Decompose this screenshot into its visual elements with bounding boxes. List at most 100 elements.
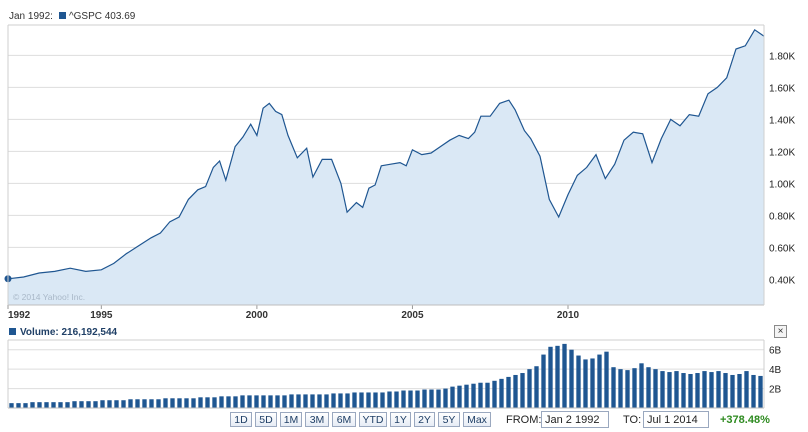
copyright-watermark: © 2014 Yahoo! Inc.: [13, 292, 85, 302]
range-button-5y[interactable]: 5Y: [438, 412, 460, 427]
x-tick-label: 1992: [8, 310, 31, 321]
range-button-3m[interactable]: 3M: [305, 412, 329, 427]
volume-bar: [611, 367, 616, 408]
volume-bar: [310, 394, 315, 408]
volume-bar: [709, 372, 714, 408]
volume-bar: [597, 354, 602, 408]
volume-bar: [660, 371, 665, 408]
volume-bar: [30, 402, 35, 408]
volume-bar: [744, 371, 749, 408]
price-y-tick-label: 1.20K: [769, 147, 795, 158]
range-button-1m[interactable]: 1M: [280, 412, 302, 427]
series-swatch-icon: [58, 12, 66, 19]
volume-bar: [163, 398, 168, 408]
volume-bar: [576, 355, 581, 408]
volume-bar: [618, 369, 623, 408]
volume-bar: [338, 393, 343, 408]
volume-bar: [730, 374, 735, 408]
volume-bar: [450, 386, 455, 408]
volume-bar: [170, 398, 175, 408]
volume-bar: [541, 354, 546, 408]
volume-bar: [695, 373, 700, 408]
volume-bar: [443, 388, 448, 408]
x-tick-label: 1995: [90, 310, 113, 321]
volume-bar: [233, 396, 238, 408]
close-volume-button[interactable]: ×: [774, 325, 787, 338]
volume-bar: [331, 393, 336, 408]
range-button-1d[interactable]: 1D: [230, 412, 252, 427]
price-area: [8, 29, 764, 306]
volume-bar: [247, 395, 252, 408]
volume-bar: [534, 366, 539, 408]
volume-bar: [303, 394, 308, 408]
volume-bar: [240, 395, 245, 408]
volume-bar: [457, 385, 462, 408]
volume-bar: [142, 399, 147, 408]
volume-bar: [562, 343, 567, 408]
volume-bar: [254, 395, 259, 408]
volume-y-tick-label: 6B: [769, 346, 782, 357]
volume-bar: [583, 359, 588, 408]
to-date-input[interactable]: [643, 411, 709, 428]
volume-bar: [219, 396, 224, 408]
volume-bar: [555, 345, 560, 408]
volume-bar: [422, 389, 427, 408]
volume-bar: [100, 400, 105, 408]
volume-bar: [667, 372, 672, 408]
volume-bar: [86, 401, 91, 408]
volume-bar: [653, 369, 658, 408]
volume-bar: [520, 373, 525, 408]
volume-bar: [716, 371, 721, 408]
volume-bar: [212, 397, 217, 408]
volume-bar: [79, 401, 84, 408]
volume-legend: Volume: 216,192,544: [9, 327, 117, 338]
volume-bar: [527, 369, 532, 408]
volume-bar: [9, 403, 14, 408]
range-button-2y[interactable]: 2Y: [414, 412, 435, 427]
volume-bar: [107, 400, 112, 408]
volume-label: Volume:: [20, 327, 59, 338]
volume-bar: [317, 394, 322, 408]
x-tick-label: 2000: [246, 310, 269, 321]
volume-bar: [737, 374, 742, 408]
from-date-input[interactable]: [541, 411, 609, 428]
volume-bar: [625, 370, 630, 408]
range-button-1y[interactable]: 1Y: [390, 412, 411, 427]
volume-bar: [58, 402, 63, 408]
volume-bar: [590, 358, 595, 408]
volume-bar: [387, 391, 392, 408]
volume-bar: [569, 349, 574, 408]
volume-bar: [723, 373, 728, 408]
volume-bar: [226, 396, 231, 408]
volume-bar: [65, 402, 70, 408]
volume-bar: [128, 399, 133, 408]
volume-bar: [758, 375, 763, 408]
range-button-6m[interactable]: 6M: [332, 412, 356, 427]
volume-bar: [275, 395, 280, 408]
volume-bar: [639, 363, 644, 408]
volume-bar: [93, 401, 98, 408]
volume-bar: [121, 400, 126, 408]
volume-bar: [492, 380, 497, 408]
range-button-ytd[interactable]: YTD: [359, 412, 387, 427]
range-button-max[interactable]: Max: [463, 412, 491, 427]
x-tick-label: 2005: [401, 310, 424, 321]
volume-bar: [415, 390, 420, 408]
volume-bar: [345, 393, 350, 408]
legend-series-label: ^GSPC 403.69: [68, 11, 136, 22]
volume-bar: [702, 371, 707, 408]
volume-bar: [429, 389, 434, 408]
volume-bar: [191, 398, 196, 408]
volume-bar: [23, 403, 28, 408]
volume-bar: [478, 382, 483, 408]
range-button-5d[interactable]: 5D: [255, 412, 277, 427]
volume-bar: [51, 402, 56, 408]
price-y-tick-label: 0.80K: [769, 211, 795, 222]
volume-bar: [499, 378, 504, 408]
percent-change: +378.48%: [720, 414, 770, 426]
volume-bar: [394, 391, 399, 408]
to-label: TO:: [623, 414, 642, 426]
volume-bar: [198, 397, 203, 408]
price-y-tick-label: 1.40K: [769, 115, 795, 126]
